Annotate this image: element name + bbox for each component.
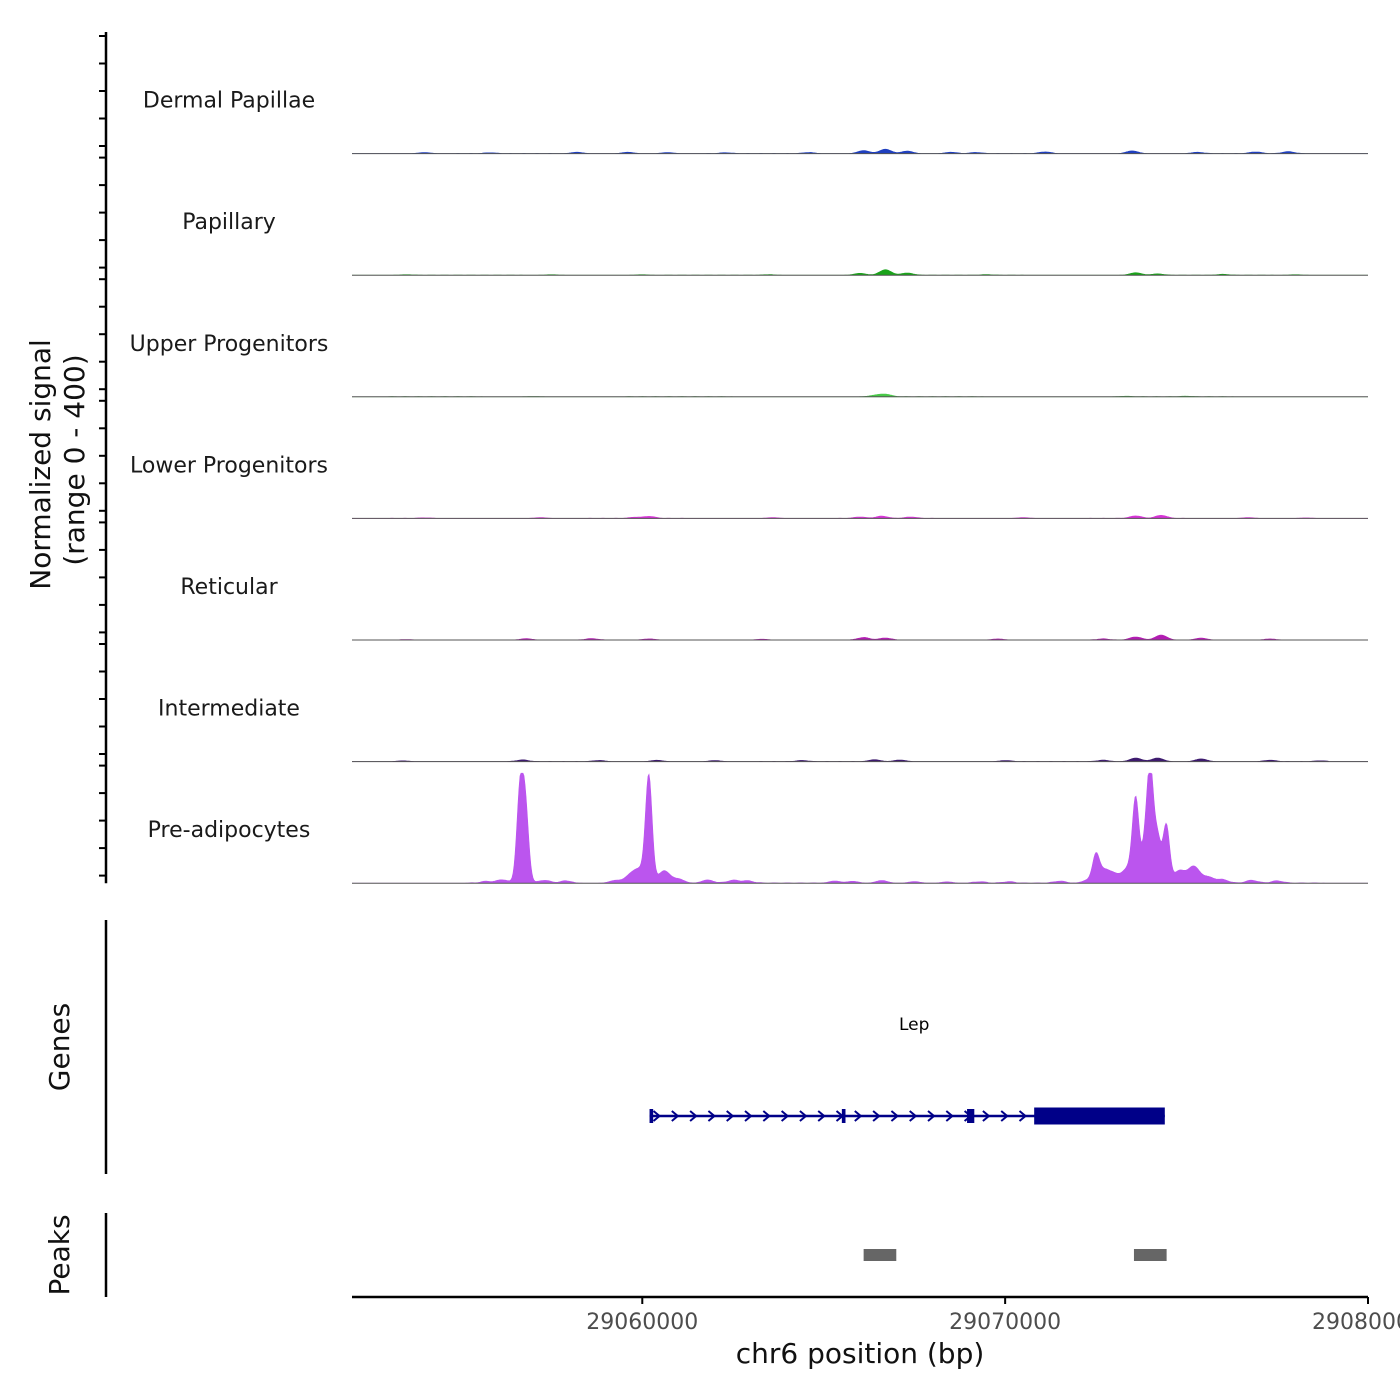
gene-exon xyxy=(1034,1107,1165,1125)
gene-exon xyxy=(841,1109,846,1123)
track-label: Upper Progenitors xyxy=(130,332,329,357)
strand-arrow xyxy=(890,1110,899,1122)
peak-track xyxy=(863,1249,1167,1261)
strand-arrow xyxy=(982,1110,991,1122)
track-dermal-papillae: Dermal Papillae xyxy=(143,89,1368,155)
strand-arrow xyxy=(689,1110,698,1122)
strand-arrow xyxy=(909,1110,918,1122)
strand-arrow xyxy=(872,1110,881,1122)
strand-arrow xyxy=(780,1110,790,1122)
strand-arrow xyxy=(927,1110,936,1122)
x-axis-title: chr6 position (bp) xyxy=(736,1337,985,1370)
strand-arrow xyxy=(707,1110,716,1122)
track-label: Pre-adipocytes xyxy=(148,818,311,843)
y-axis-title-line-1: Normalized signal xyxy=(24,339,57,590)
gene-lep: Lep xyxy=(649,1015,1165,1125)
x-tick-label: 29070000 xyxy=(949,1310,1061,1335)
track-lower-progenitors: Lower Progenitors xyxy=(130,453,1368,519)
track-label: Intermediate xyxy=(158,697,300,722)
track-pre-adipocytes: Pre-adipocytes xyxy=(148,772,1368,884)
track-intermediate: Intermediate xyxy=(158,697,1368,763)
strand-arrow xyxy=(945,1110,954,1122)
gene-exon xyxy=(967,1109,975,1123)
gene-track: Lep xyxy=(649,1015,1165,1125)
x-tick-label: 29060000 xyxy=(586,1310,698,1335)
x-tick-label: 29080000 xyxy=(1312,1310,1400,1335)
strand-arrow xyxy=(1018,1110,1028,1122)
peak-region xyxy=(1133,1249,1167,1261)
y-axis-title: Normalized signal (range 0 - 400) xyxy=(24,330,91,589)
strand-arrow xyxy=(652,1110,662,1122)
signal-tracks: Dermal Papillae Papillary Upper Progenitor… xyxy=(130,89,1368,884)
strand-arrow xyxy=(671,1110,680,1122)
strand-arrow xyxy=(817,1110,826,1122)
strand-arrow xyxy=(762,1110,771,1122)
track-label: Reticular xyxy=(180,575,278,600)
left-axes xyxy=(99,32,108,1297)
gene-exon xyxy=(649,1109,654,1123)
peak-region xyxy=(863,1249,897,1261)
track-label: Lower Progenitors xyxy=(130,453,328,478)
track-label: Dermal Papillae xyxy=(143,89,315,114)
track-reticular: Reticular xyxy=(180,575,1368,641)
gene-label: Lep xyxy=(899,1015,929,1035)
strand-arrow xyxy=(799,1110,808,1122)
y-axis-title-line-2: (range 0 - 400) xyxy=(58,354,91,565)
strand-arrow xyxy=(1000,1110,1009,1122)
coverage-area xyxy=(352,772,1368,884)
x-axis: 29060000 29070000 29080000 xyxy=(352,1295,1400,1335)
track-label: Papillary xyxy=(182,210,276,235)
strand-arrow xyxy=(726,1110,735,1122)
peak-track-label: Peaks xyxy=(43,1214,76,1295)
strand-arrow xyxy=(854,1110,863,1122)
track-upper-progenitors: Upper Progenitors xyxy=(130,332,1368,398)
strand-arrow xyxy=(744,1110,753,1122)
gene-track-label: Genes xyxy=(43,1003,76,1091)
track-papillary: Papillary xyxy=(182,210,1368,276)
